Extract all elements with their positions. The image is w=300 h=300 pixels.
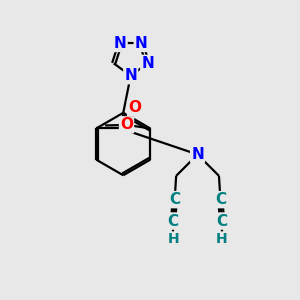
Text: C: C	[168, 214, 179, 229]
Text: N: N	[124, 68, 137, 83]
Text: N: N	[135, 36, 148, 51]
Text: N: N	[141, 56, 154, 71]
Text: H: H	[167, 232, 179, 247]
Text: N: N	[114, 36, 127, 51]
Text: C: C	[216, 214, 227, 229]
Text: O: O	[120, 117, 133, 132]
Text: C: C	[169, 192, 180, 207]
Text: N: N	[191, 147, 204, 162]
Text: H: H	[216, 232, 228, 247]
Text: O: O	[128, 100, 141, 115]
Text: C: C	[215, 192, 226, 207]
